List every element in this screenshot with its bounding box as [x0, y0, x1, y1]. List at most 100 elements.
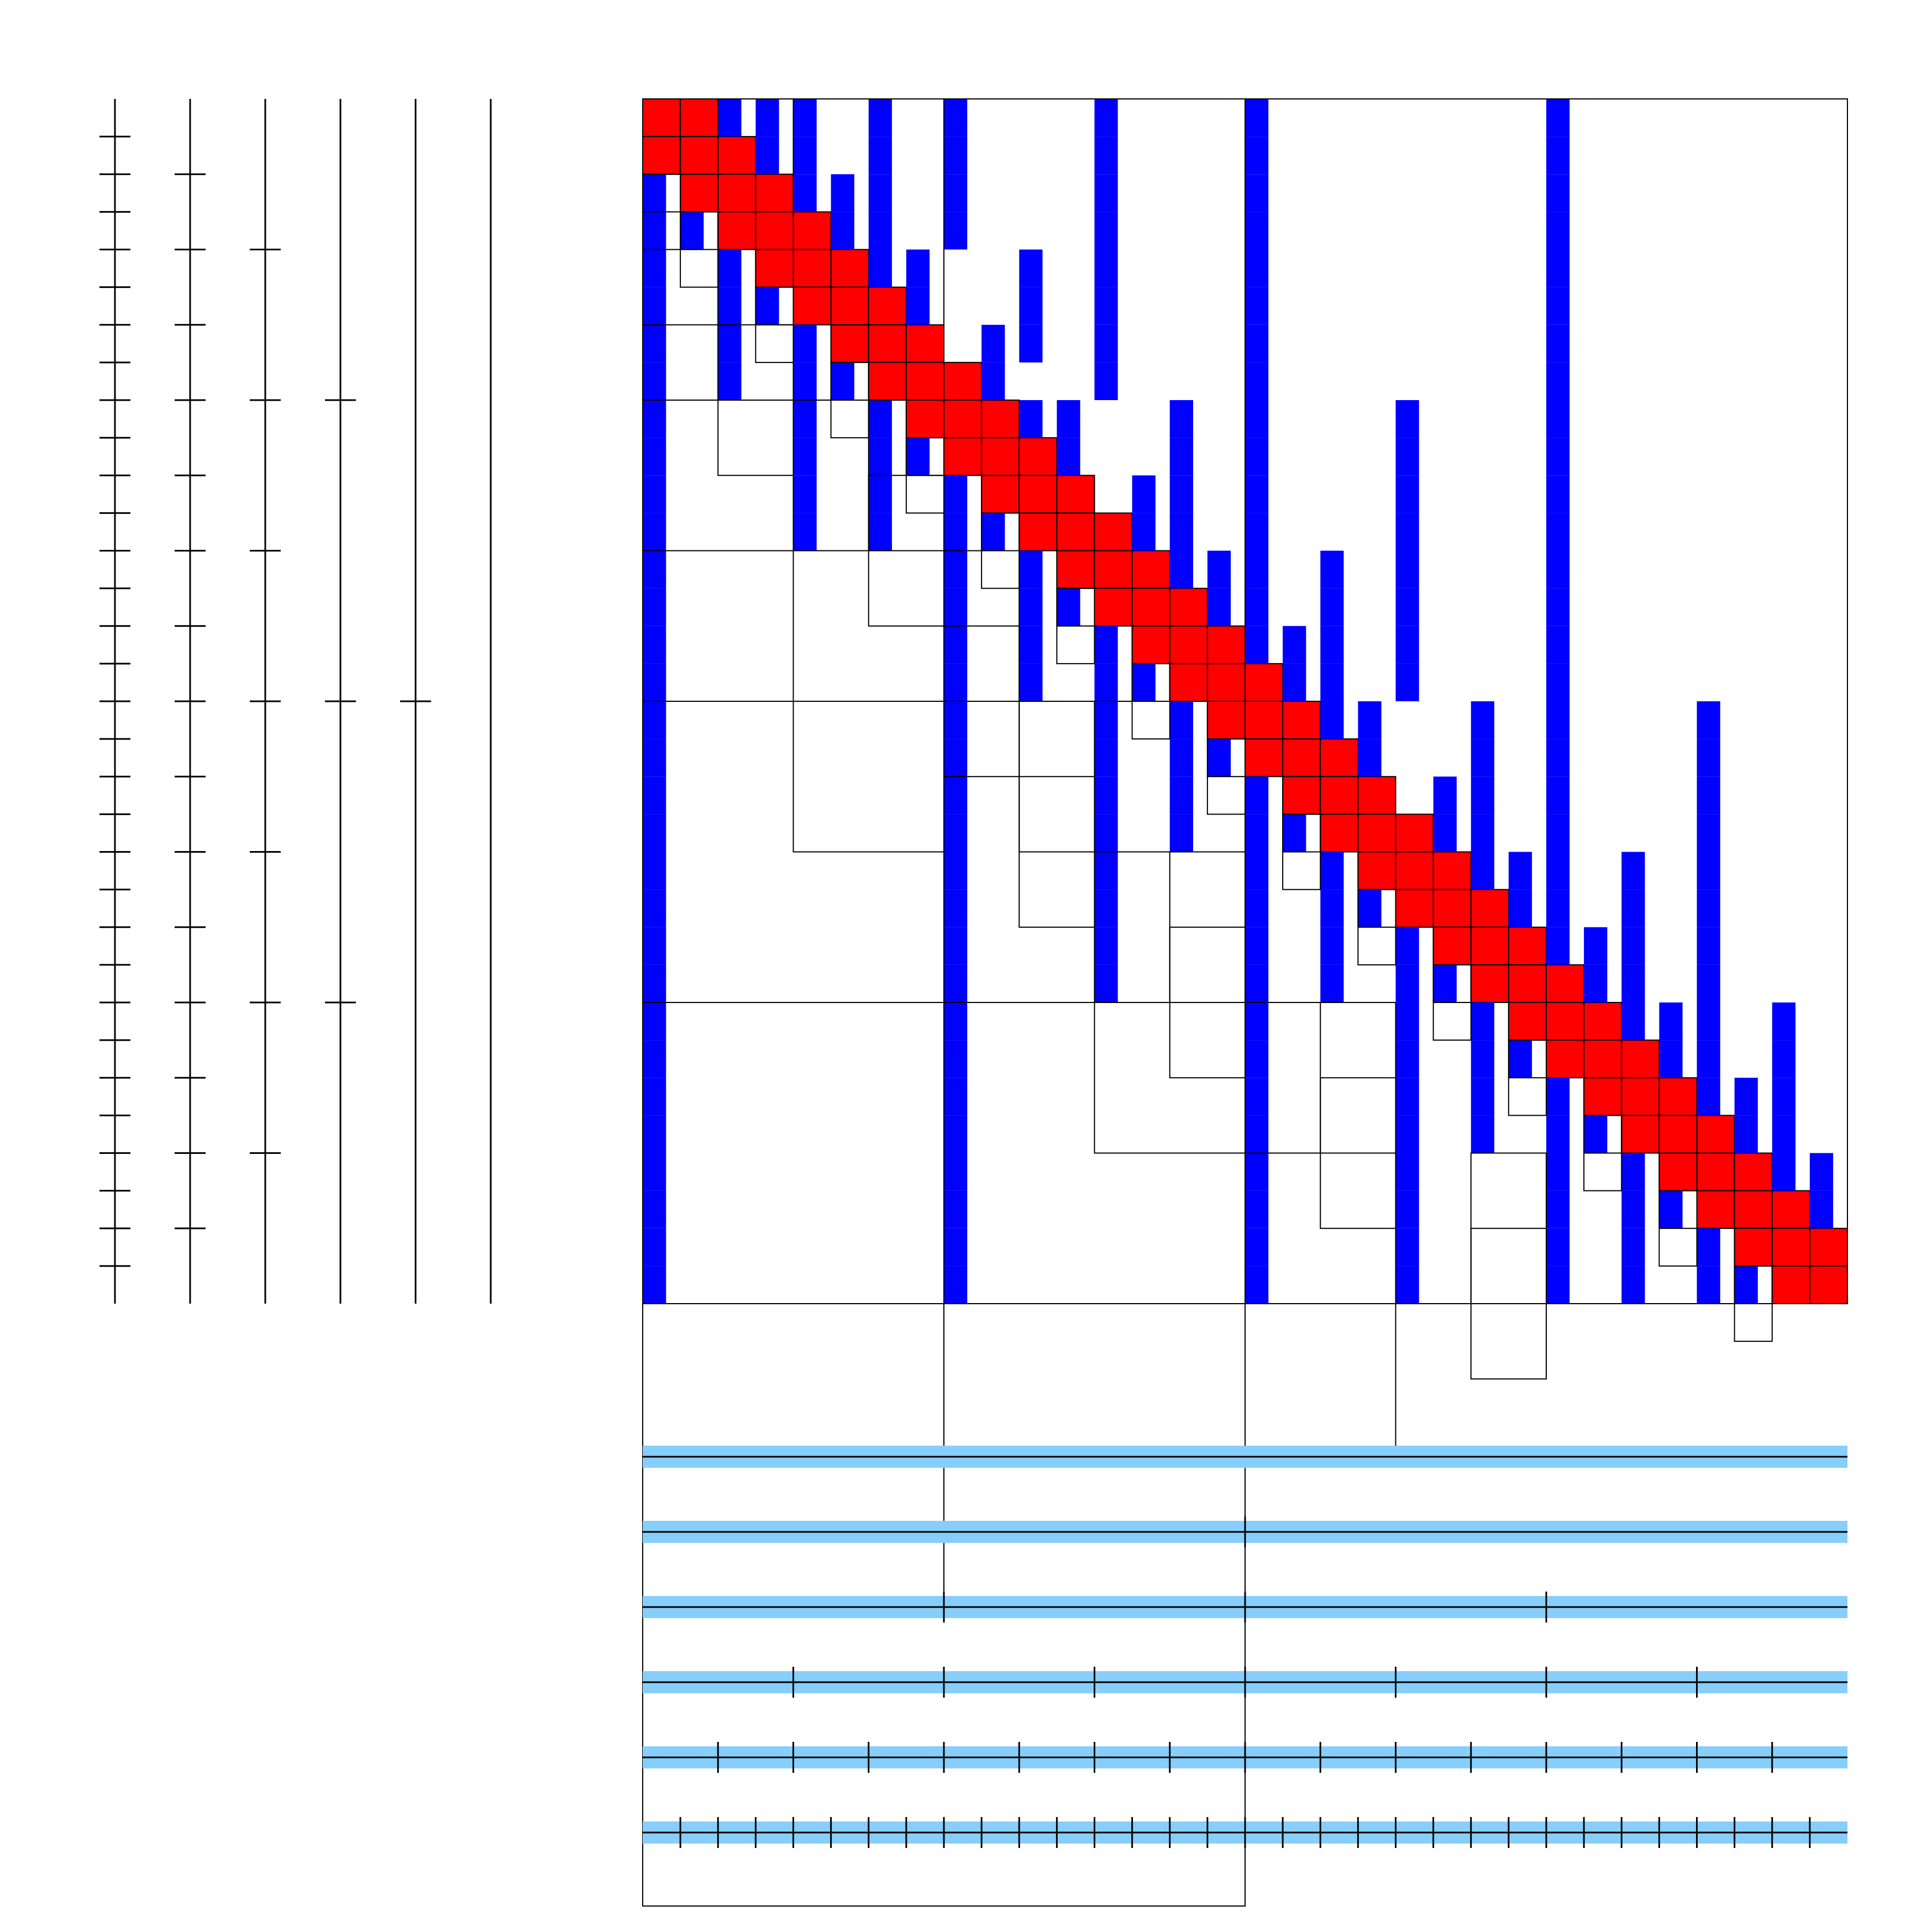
near-field-block — [680, 98, 719, 138]
low-rank-bar — [643, 701, 666, 739]
low-rank-bar — [1697, 776, 1720, 815]
low-rank-bar — [1697, 1078, 1720, 1116]
low-rank-bar — [1395, 588, 1419, 626]
low-rank-bar — [944, 588, 968, 626]
near-field-block — [1470, 889, 1509, 928]
low-rank-bar — [944, 1002, 968, 1041]
near-field-block — [642, 136, 681, 175]
near-field-block — [981, 475, 1020, 514]
low-rank-bar — [1546, 324, 1570, 363]
low-rank-bar — [1057, 588, 1080, 626]
low-rank-bar — [944, 626, 968, 664]
low-rank-bar — [1094, 814, 1118, 852]
low-rank-bar — [1395, 475, 1419, 513]
near-field-block — [830, 249, 869, 288]
low-rank-bar — [1245, 1190, 1269, 1229]
near-field-block — [1245, 701, 1284, 740]
low-rank-bar — [1245, 174, 1269, 212]
low-rank-bar — [944, 212, 968, 250]
block-outline — [755, 286, 794, 363]
low-rank-bar — [1245, 475, 1269, 513]
low-rank-bar — [1395, 438, 1419, 476]
low-rank-bar — [1546, 588, 1570, 626]
low-rank-bar — [1019, 324, 1043, 363]
near-field-block — [1470, 926, 1509, 965]
low-rank-bar — [1697, 1040, 1720, 1078]
near-field-block — [1019, 437, 1058, 476]
low-rank-bar — [643, 1153, 666, 1191]
near-field-block — [1621, 1040, 1660, 1079]
low-rank-bar — [1094, 852, 1118, 890]
low-rank-bar — [1395, 1115, 1419, 1153]
low-rank-bar — [1395, 400, 1419, 438]
low-rank-bar — [1057, 400, 1080, 438]
low-rank-bar — [1546, 550, 1570, 589]
low-rank-bar — [944, 776, 968, 815]
low-rank-bar — [1734, 1115, 1758, 1153]
low-rank-bar — [1546, 400, 1570, 438]
low-rank-bar — [1169, 701, 1193, 739]
low-rank-bar — [755, 99, 779, 137]
low-rank-bar — [1546, 362, 1570, 400]
low-rank-bar — [906, 438, 930, 476]
near-field-block — [1169, 587, 1208, 627]
near-field-block — [717, 211, 757, 250]
near-field-block — [1131, 550, 1170, 589]
low-rank-bar — [1283, 626, 1306, 664]
low-rank-bar — [1245, 852, 1269, 890]
low-rank-bar — [1320, 588, 1344, 626]
near-field-block — [1658, 1077, 1698, 1116]
low-rank-bar — [944, 964, 968, 1002]
low-rank-bar — [1169, 550, 1193, 589]
low-rank-bar — [1395, 550, 1419, 589]
low-rank-bar — [981, 324, 1005, 363]
near-field-block — [1809, 1227, 1848, 1267]
low-rank-bar — [1546, 438, 1570, 476]
low-rank-bar — [1734, 1266, 1758, 1304]
block-outline — [680, 211, 719, 288]
block-outline — [1282, 813, 1321, 890]
near-field-block — [680, 174, 719, 213]
low-rank-bar — [643, 588, 666, 626]
low-rank-bar — [868, 174, 892, 212]
near-field-block — [868, 324, 907, 363]
low-rank-bar — [1395, 1040, 1419, 1078]
low-rank-bar — [1245, 362, 1269, 400]
low-rank-bar — [643, 1040, 666, 1078]
near-field-block — [1432, 889, 1472, 928]
low-rank-bar — [1546, 174, 1570, 212]
low-rank-bar — [643, 1190, 666, 1229]
low-rank-bar — [1697, 964, 1720, 1002]
low-rank-bar — [1245, 1040, 1269, 1078]
column-cluster-tree — [643, 1446, 1847, 1848]
low-rank-bar — [1395, 663, 1419, 701]
low-rank-bar — [1245, 1228, 1269, 1266]
low-rank-bar — [1245, 136, 1269, 175]
near-field-block — [680, 136, 719, 175]
near-field-block — [1696, 1190, 1735, 1229]
low-rank-bar — [1697, 739, 1720, 777]
block-outline — [1131, 663, 1170, 740]
low-rank-bar — [1546, 889, 1570, 927]
block-outline — [981, 512, 1020, 589]
low-rank-bar — [944, 1228, 968, 1266]
low-rank-bar — [1621, 964, 1645, 1002]
low-rank-bar — [1094, 249, 1118, 287]
low-rank-bar — [643, 1078, 666, 1116]
low-rank-bar — [831, 212, 854, 250]
near-field-block — [1131, 587, 1170, 627]
low-rank-bar — [1245, 438, 1269, 476]
block-outline — [1169, 926, 1246, 1079]
low-rank-bar — [1094, 701, 1118, 739]
low-rank-bar — [1584, 964, 1608, 1002]
low-rank-bar — [1245, 1078, 1269, 1116]
low-rank-bar — [868, 212, 892, 250]
near-field-block — [905, 361, 944, 401]
low-rank-bar — [944, 1115, 968, 1153]
low-rank-bar — [868, 249, 892, 287]
row-cluster-tree — [99, 99, 492, 1304]
low-rank-bar — [680, 212, 704, 250]
low-rank-bar — [831, 362, 854, 400]
low-rank-bar — [1697, 814, 1720, 852]
low-rank-bar — [1320, 663, 1344, 701]
